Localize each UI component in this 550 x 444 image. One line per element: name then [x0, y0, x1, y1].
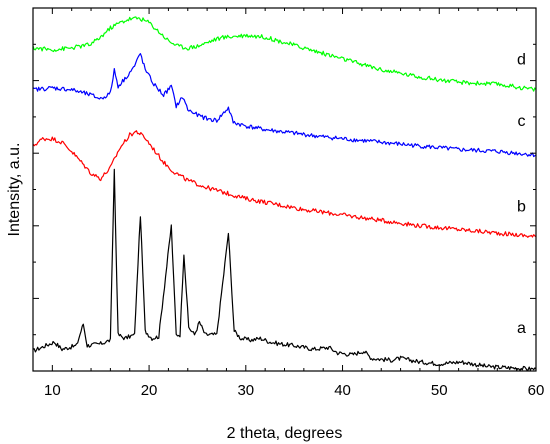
x-tick-label: 50 [431, 382, 448, 399]
x-tick-label: 10 [44, 382, 61, 399]
curve-label-d: d [517, 51, 526, 68]
series-line-a [32, 168, 537, 371]
curve-label-b: b [517, 198, 526, 215]
x-tick-label: 40 [334, 382, 351, 399]
y-axis-title: Intensity, a.u. [6, 143, 23, 237]
curve-labels: a b c d [517, 51, 526, 337]
x-tick-label: 20 [141, 382, 158, 399]
curve-label-a: a [517, 320, 526, 337]
x-tick-label: 30 [237, 382, 254, 399]
series-layer [32, 16, 537, 371]
plot-frame [32, 7, 537, 372]
x-axis-title: 2 theta, degrees [227, 425, 343, 442]
series-line-d [32, 16, 537, 92]
series-line-c [32, 52, 537, 158]
x-tick-label: 60 [528, 382, 545, 399]
curve-label-c: c [517, 113, 525, 130]
ticks-layer: 10 20 30 40 50 60 [33, 8, 544, 399]
series-line-b [32, 130, 537, 238]
